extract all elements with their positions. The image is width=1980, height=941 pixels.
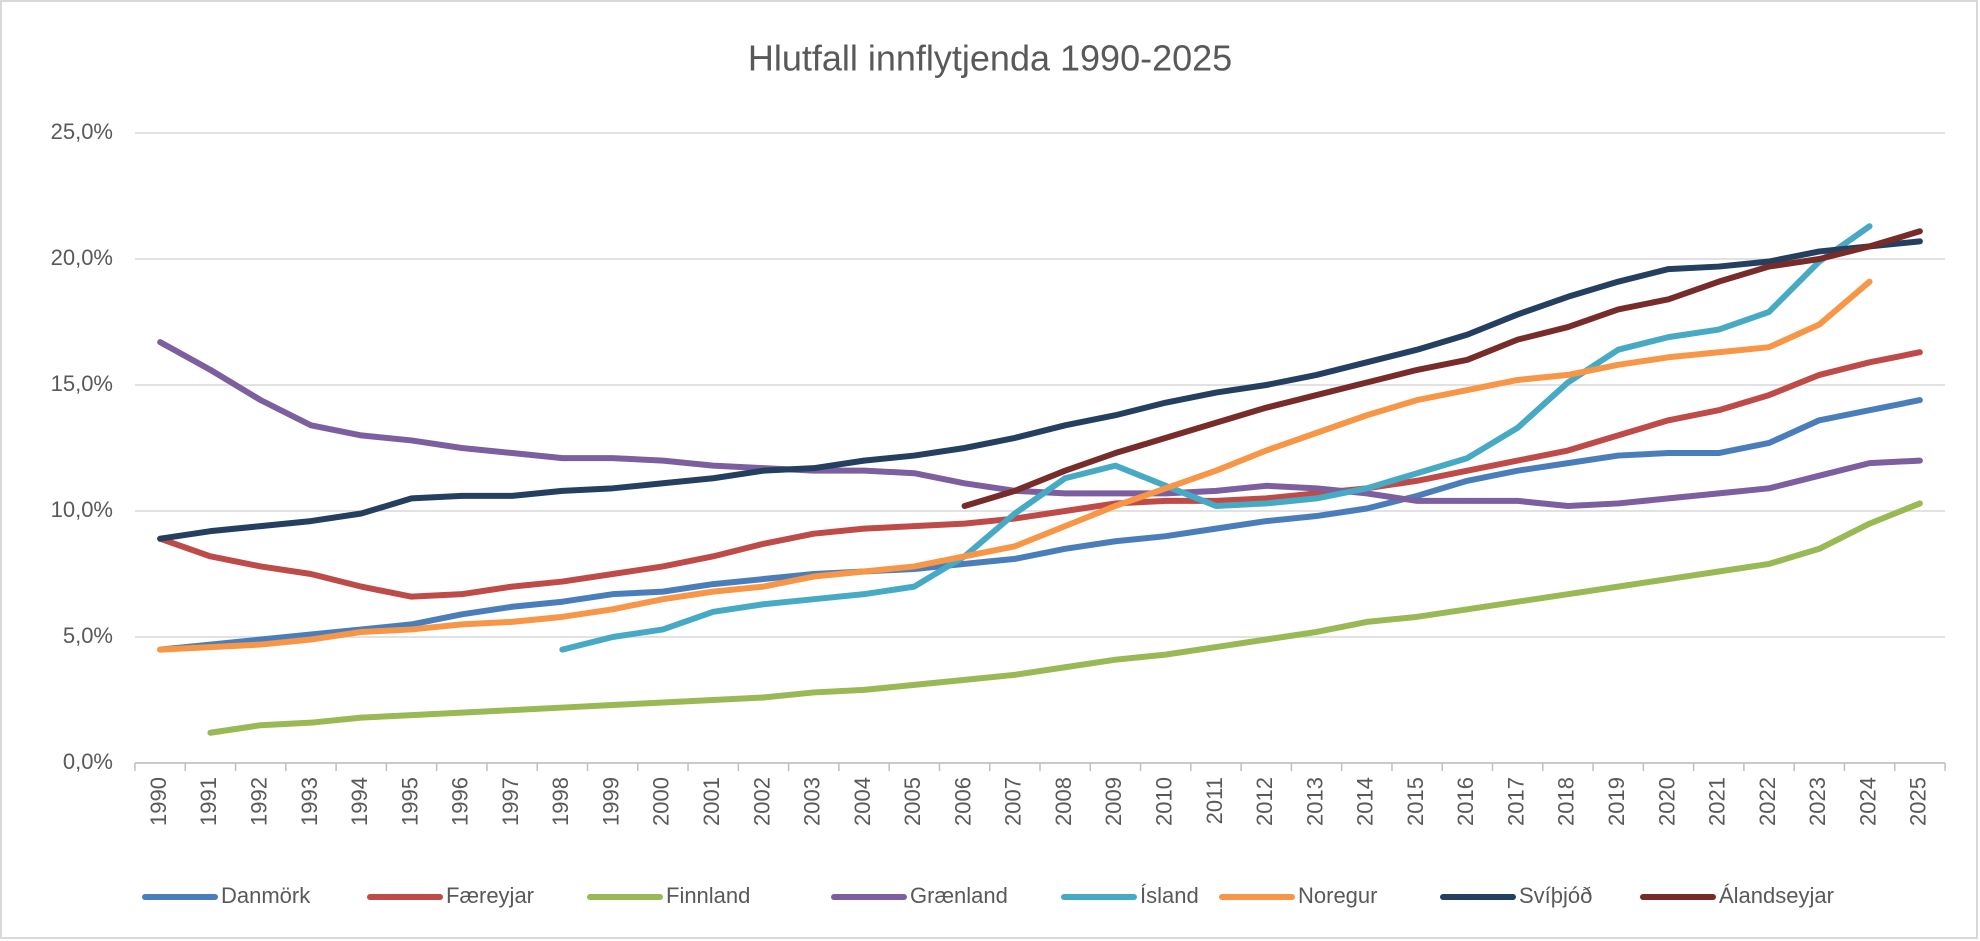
legend-label: Álandseyjar <box>1719 883 1834 908</box>
series-line <box>157 339 1923 509</box>
y-tick-label: 20,0% <box>51 245 113 270</box>
y-tick-label: 15,0% <box>51 371 113 396</box>
x-tick-label: 2019 <box>1604 777 1629 826</box>
x-tick-label: 1996 <box>448 777 473 826</box>
y-tick-label: 5,0% <box>63 623 113 648</box>
x-tick-label: 1999 <box>598 777 623 826</box>
x-tick-label: 2002 <box>749 777 774 826</box>
series-line <box>157 238 1923 542</box>
x-tick-label: 2000 <box>649 777 674 826</box>
series-line <box>157 278 1873 653</box>
legend-label: Grænland <box>910 883 1008 908</box>
series-line <box>157 397 1923 653</box>
y-tick-label: 0,0% <box>63 749 113 774</box>
legend-label: Færeyjar <box>446 883 534 908</box>
x-tick-label: 2003 <box>800 777 825 826</box>
x-tick-label: 2005 <box>900 777 925 826</box>
series-line <box>157 349 1923 600</box>
x-tick-label: 2017 <box>1503 777 1528 826</box>
x-tick-label: 2014 <box>1353 777 1378 826</box>
x-tick-label: 2004 <box>850 777 875 826</box>
x-tick-label: 2021 <box>1705 777 1730 826</box>
x-tick-label: 1993 <box>297 777 322 826</box>
x-tick-label: 2024 <box>1855 777 1880 826</box>
x-tick-label: 1994 <box>347 777 372 826</box>
x-tick-label: 2016 <box>1453 777 1478 826</box>
x-tick-label: 2010 <box>1152 777 1177 826</box>
x-tick-label: 2015 <box>1403 777 1428 826</box>
series-line <box>559 223 1873 653</box>
x-tick-label: 2012 <box>1252 777 1277 826</box>
legend-label: Noregur <box>1298 883 1377 908</box>
x-tick-label: 2011 <box>1202 777 1227 824</box>
y-tick-label: 25,0% <box>51 119 113 144</box>
x-tick-label: 2022 <box>1755 777 1780 826</box>
x-tick-label: 2018 <box>1554 777 1579 826</box>
x-tick-label: 2008 <box>1051 777 1076 826</box>
series-line <box>961 228 1923 509</box>
x-tick-label: 2009 <box>1101 777 1126 826</box>
x-tick-label: 1991 <box>196 777 221 826</box>
legend-label: Ísland <box>1140 883 1199 908</box>
x-tick-label: 1992 <box>247 777 272 826</box>
x-tick-label: 1995 <box>397 777 422 826</box>
x-tick-label: 2025 <box>1906 777 1931 826</box>
x-tick-label: 2020 <box>1654 777 1679 826</box>
chart-title: Hlutfall innflytjenda 1990-2025 <box>748 38 1232 79</box>
x-tick-label: 1990 <box>146 777 171 826</box>
x-tick-label: 2007 <box>1001 777 1026 826</box>
x-tick-label: 2006 <box>950 777 975 826</box>
x-tick-label: 2023 <box>1805 777 1830 826</box>
legend-label: Svíþjóð <box>1519 883 1592 908</box>
legend-label: Danmörk <box>221 883 311 908</box>
x-tick-label: 1998 <box>548 777 573 826</box>
series-line <box>207 500 1923 736</box>
x-tick-label: 1997 <box>498 777 523 826</box>
legend-label: Finnland <box>666 883 750 908</box>
x-tick-label: 2001 <box>699 777 724 826</box>
y-tick-label: 10,0% <box>51 497 113 522</box>
x-tick-label: 2013 <box>1302 777 1327 826</box>
